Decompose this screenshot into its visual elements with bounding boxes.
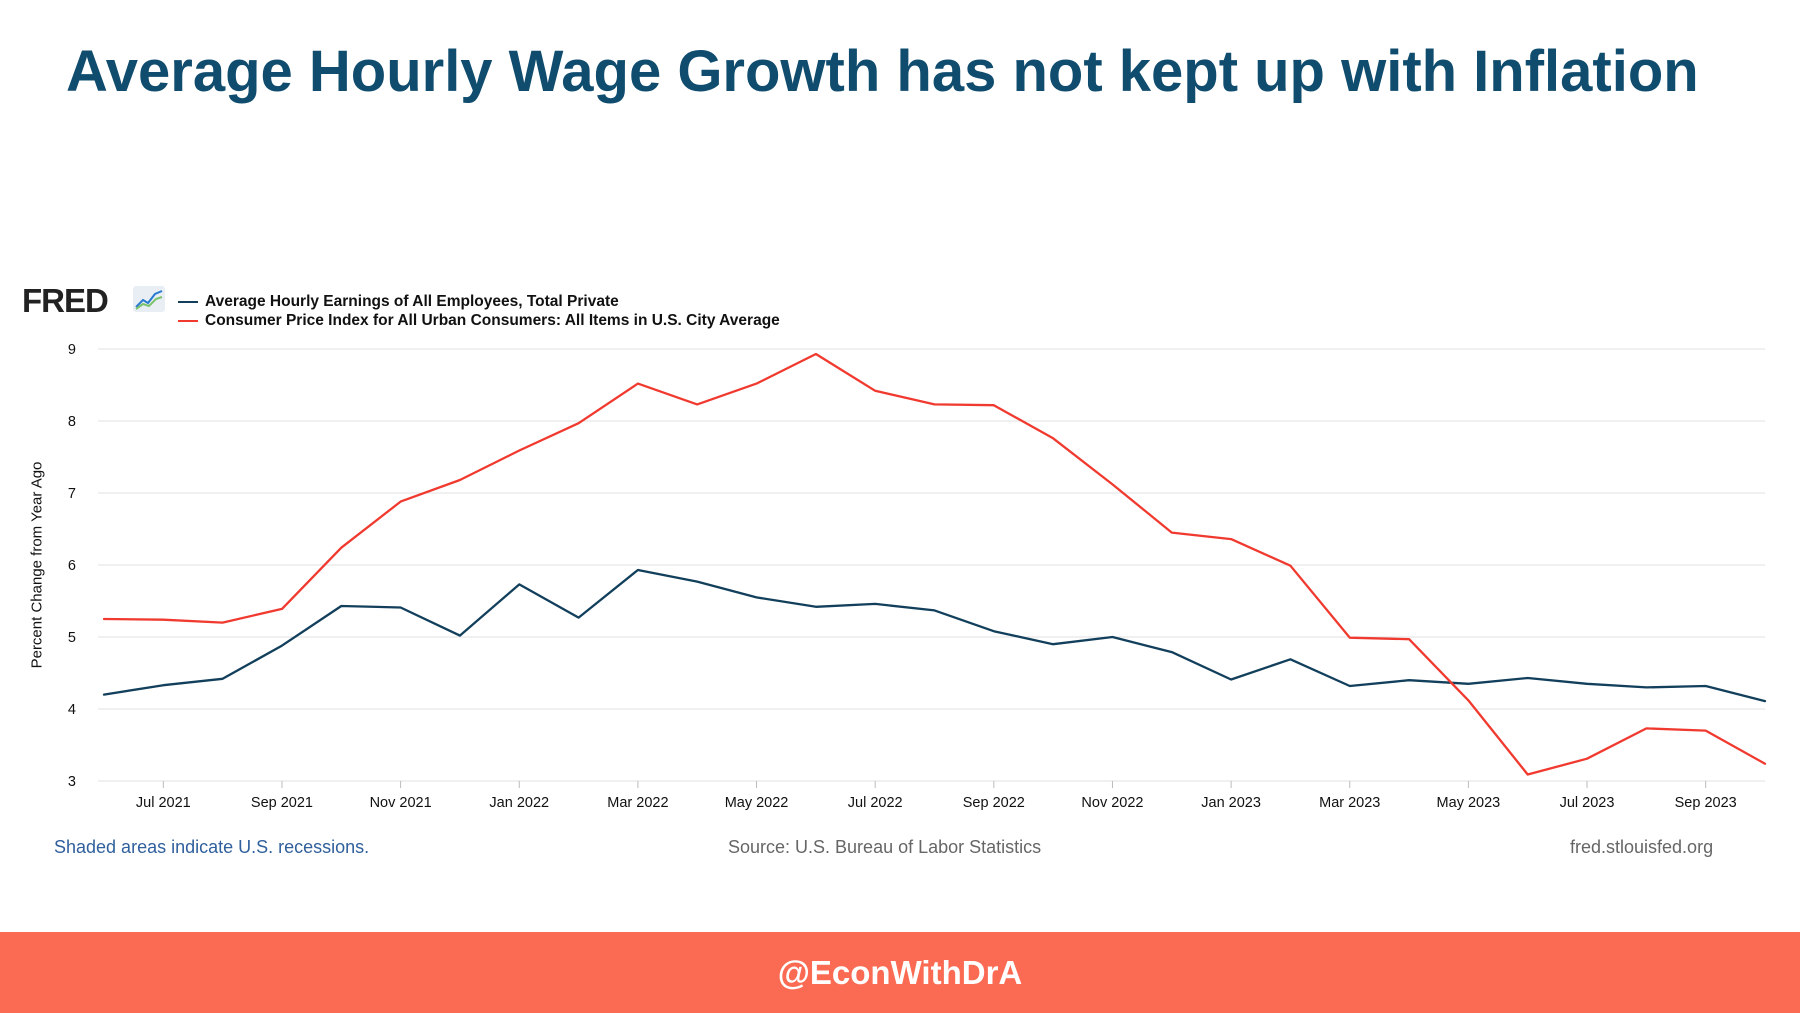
bottom-banner: @EconWithDrA	[0, 932, 1800, 1013]
source-note: Source: U.S. Bureau of Labor Statistics	[728, 837, 1042, 857]
fred-logo: FRED	[22, 282, 109, 319]
x-tick-label: May 2023	[1437, 795, 1501, 810]
x-tick-label: Jan 2022	[489, 795, 549, 810]
x-tick-label: Mar 2022	[607, 795, 668, 810]
chart-legend: Average Hourly Earnings of All Employees…	[178, 292, 780, 330]
legend-item-wages: Average Hourly Earnings of All Employees…	[178, 292, 780, 311]
y-tick-label: 3	[68, 774, 76, 790]
x-tick-label: Sep 2021	[251, 795, 313, 810]
y-tick-label: 4	[68, 702, 76, 718]
x-tick-label: Jul 2022	[848, 795, 903, 810]
y-tick-label: 6	[68, 558, 76, 574]
slide-title: Average Hourly Wage Growth has not kept …	[66, 39, 1699, 104]
x-tick-label: Mar 2023	[1319, 795, 1380, 810]
x-tick-label: Nov 2021	[370, 795, 432, 810]
legend-item-cpi: Consumer Price Index for All Urban Consu…	[178, 311, 780, 330]
recession-note[interactable]: Shaded areas indicate U.S. recessions.	[54, 837, 370, 857]
social-handle: @EconWithDrA	[777, 953, 1023, 991]
x-tick-label: Jul 2021	[136, 795, 191, 810]
legend-swatch-wages	[178, 300, 198, 303]
x-tick-label: Jan 2023	[1201, 795, 1261, 810]
legend-label-wages: Average Hourly Earnings of All Employees…	[205, 292, 619, 310]
y-tick-label: 5	[68, 630, 76, 646]
line-chart: 9 8 7 6 5 4 3 Jul 2021 Sep 2021 Nov 2021 Jan 2022 M…	[68, 342, 1767, 810]
x-tick-label: Jul 2023	[1560, 795, 1615, 810]
legend-swatch-cpi	[178, 319, 198, 322]
y-tick-label: 9	[68, 342, 76, 358]
x-tick-label: Sep 2022	[963, 795, 1025, 810]
series-line-cpi	[102, 352, 1767, 776]
x-tick-label: Nov 2022	[1081, 795, 1143, 810]
x-tick-label: Sep 2023	[1675, 795, 1737, 810]
fred-graph-icon	[133, 286, 165, 312]
x-tick-label: May 2022	[725, 795, 789, 810]
y-tick-label: 8	[68, 414, 76, 430]
fred-site-link[interactable]: fred.stlouisfed.org	[1570, 837, 1714, 857]
legend-label-cpi: Consumer Price Index for All Urban Consu…	[205, 311, 780, 329]
series-line-wages	[102, 568, 1767, 703]
y-tick-label: 7	[68, 486, 76, 502]
